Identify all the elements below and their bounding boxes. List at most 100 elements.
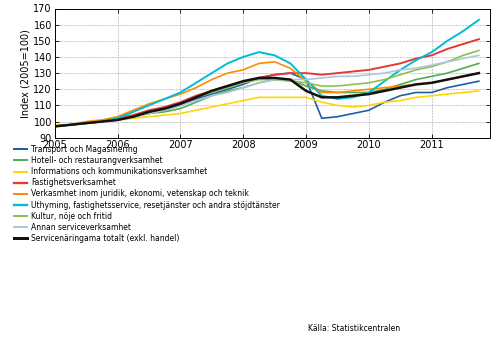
Servicenäringama totalt (exkl. handel)	[287, 78, 293, 82]
Line: Hotell- och restaurangverksamhet: Hotell- och restaurangverksamhet	[55, 63, 479, 126]
Uthyming, fastighetsservice, resetjänster och andra stöjdtänster	[413, 58, 419, 62]
Annan serviceverksamhet	[225, 90, 231, 95]
Fastighetsverksamhet	[287, 71, 293, 75]
Fastighetsverksamhet	[225, 84, 231, 88]
Hotell- och restaurangverksamhet	[256, 81, 262, 85]
Transport och Magasinering	[68, 123, 74, 127]
Kultur, nöje och fritid	[114, 118, 120, 122]
Annan serviceverksamhet	[68, 123, 74, 127]
Hotell- och restaurangverksamhet	[114, 118, 120, 122]
Kultur, nöje och fritid	[146, 110, 152, 114]
Servicenäringama totalt (exkl. handel)	[146, 110, 152, 114]
Verkasmhet inom juridik, ekonomi, vetenskap och teknik	[413, 82, 419, 86]
Uthyming, fastighetsservice, resetjänster och andra stöjdtänster	[146, 103, 152, 107]
Servicenäringama totalt (exkl. handel)	[319, 95, 325, 99]
Annan serviceverksamhet	[444, 60, 450, 64]
Verkasmhet inom juridik, ekonomi, vetenskap och teknik	[68, 123, 74, 127]
Kultur, nöje och fritid	[334, 84, 340, 88]
Servicenäringama totalt (exkl. handel)	[444, 78, 450, 82]
Transport och Magasinering	[287, 71, 293, 75]
Fastighetsverksamhet	[240, 81, 246, 85]
Transport och Magasinering	[114, 118, 120, 122]
Uthyming, fastighetsservice, resetjänster och andra stöjdtänster	[130, 110, 136, 114]
Line: Kultur, nöje och fritid: Kultur, nöje och fritid	[55, 51, 479, 126]
Transport och Magasinering	[476, 79, 482, 83]
Annan serviceverksamhet	[130, 115, 136, 119]
Uthyming, fastighetsservice, resetjänster och andra stöjdtänster	[350, 95, 356, 99]
Uthyming, fastighetsservice, resetjänster och andra stöjdtänster	[382, 79, 388, 83]
Annan serviceverksamhet	[83, 121, 89, 125]
Informations och kommunikationsverksamhet	[319, 100, 325, 104]
Transport och Magasinering	[256, 76, 262, 80]
Hotell- och restaurangverksamhet	[193, 100, 199, 104]
Verkasmhet inom juridik, ekonomi, vetenskap och teknik	[193, 86, 199, 90]
Hotell- och restaurangverksamhet	[68, 123, 74, 127]
Servicenäringama totalt (exkl. handel)	[476, 71, 482, 75]
Hotell- och restaurangverksamhet	[272, 78, 278, 82]
Annan serviceverksamhet	[429, 63, 435, 67]
Transport och Magasinering	[162, 108, 167, 112]
Fastighetsverksamhet	[52, 124, 58, 129]
Annan serviceverksamhet	[303, 78, 309, 82]
Annan serviceverksamhet	[209, 94, 215, 98]
Informations och kommunikationsverksamhet	[256, 95, 262, 99]
Uthyming, fastighetsservice, resetjänster och andra stöjdtänster	[444, 39, 450, 43]
Informations och kommunikationsverksamhet	[209, 105, 215, 109]
Uthyming, fastighetsservice, resetjänster och andra stöjdtänster	[68, 123, 74, 127]
Annan serviceverksamhet	[114, 118, 120, 122]
Fastighetsverksamhet	[429, 53, 435, 57]
Verkasmhet inom juridik, ekonomi, vetenskap och teknik	[256, 61, 262, 65]
Hotell- och restaurangverksamhet	[413, 78, 419, 82]
Uthyming, fastighetsservice, resetjänster och andra stöjdtänster	[225, 61, 231, 65]
Informations och kommunikationsverksamhet	[350, 105, 356, 109]
Servicenäringama totalt (exkl. handel)	[130, 115, 136, 119]
Line: Verkasmhet inom juridik, ekonomi, vetenskap och teknik: Verkasmhet inom juridik, ekonomi, vetens…	[55, 62, 479, 126]
Informations och kommunikationsverksamhet	[397, 99, 403, 103]
Kultur, nöje och fritid	[193, 95, 199, 99]
Hotell- och restaurangverksamhet	[52, 124, 58, 129]
Transport och Magasinering	[366, 108, 372, 112]
Transport och Magasinering	[99, 120, 105, 124]
Hotell- och restaurangverksamhet	[429, 74, 435, 79]
Kultur, nöje och fritid	[397, 73, 403, 77]
Transport och Magasinering	[209, 92, 215, 96]
Informations och kommunikationsverksamhet	[177, 112, 183, 116]
Kultur, nöje och fritid	[272, 78, 278, 82]
Annan serviceverksamhet	[287, 78, 293, 82]
Verkasmhet inom juridik, ekonomi, vetenskap och teknik	[429, 81, 435, 85]
Informations och kommunikationsverksamhet	[287, 95, 293, 99]
Verkasmhet inom juridik, ekonomi, vetenskap och teknik	[476, 71, 482, 75]
Verkasmhet inom juridik, ekonomi, vetenskap och teknik	[334, 90, 340, 95]
Verkasmhet inom juridik, ekonomi, vetenskap och teknik	[272, 60, 278, 64]
Servicenäringama totalt (exkl. handel)	[429, 81, 435, 85]
Annan serviceverksamhet	[193, 99, 199, 103]
Fastighetsverksamhet	[444, 47, 450, 51]
Verkasmhet inom juridik, ekonomi, vetenskap och teknik	[240, 68, 246, 72]
Informations och kommunikationsverksamhet	[114, 118, 120, 122]
Servicenäringama totalt (exkl. handel)	[52, 124, 58, 129]
Servicenäringama totalt (exkl. handel)	[162, 107, 167, 111]
Annan serviceverksamhet	[460, 56, 466, 61]
Hotell- och restaurangverksamhet	[146, 112, 152, 116]
Informations och kommunikationsverksamhet	[130, 116, 136, 120]
Informations och kommunikationsverksamhet	[240, 99, 246, 103]
Uthyming, fastighetsservice, resetjänster och andra stöjdtänster	[319, 94, 325, 98]
Uthyming, fastighetsservice, resetjänster och andra stöjdtänster	[287, 61, 293, 65]
Servicenäringama totalt (exkl. handel)	[68, 123, 74, 127]
Verkasmhet inom juridik, ekonomi, vetenskap och teknik	[319, 90, 325, 95]
Uthyming, fastighetsservice, resetjänster och andra stöjdtänster	[114, 116, 120, 120]
Servicenäringama totalt (exkl. handel)	[99, 120, 105, 124]
Verkasmhet inom juridik, ekonomi, vetenskap och teknik	[382, 86, 388, 90]
Kultur, nöje och fritid	[162, 107, 167, 111]
Kultur, nöje och fritid	[287, 79, 293, 83]
Kultur, nöje och fritid	[382, 78, 388, 82]
Line: Servicenäringama totalt (exkl. handel): Servicenäringama totalt (exkl. handel)	[55, 73, 479, 126]
Transport och Magasinering	[460, 82, 466, 86]
Uthyming, fastighetsservice, resetjänster och andra stöjdtänster	[83, 121, 89, 125]
Kultur, nöje och fritid	[319, 84, 325, 88]
Transport och Magasinering	[350, 112, 356, 116]
Verkasmhet inom juridik, ekonomi, vetenskap och teknik	[444, 78, 450, 82]
Annan serviceverksamhet	[319, 76, 325, 80]
Servicenäringama totalt (exkl. handel)	[177, 102, 183, 106]
Verkasmhet inom juridik, ekonomi, vetenskap och teknik	[460, 74, 466, 79]
